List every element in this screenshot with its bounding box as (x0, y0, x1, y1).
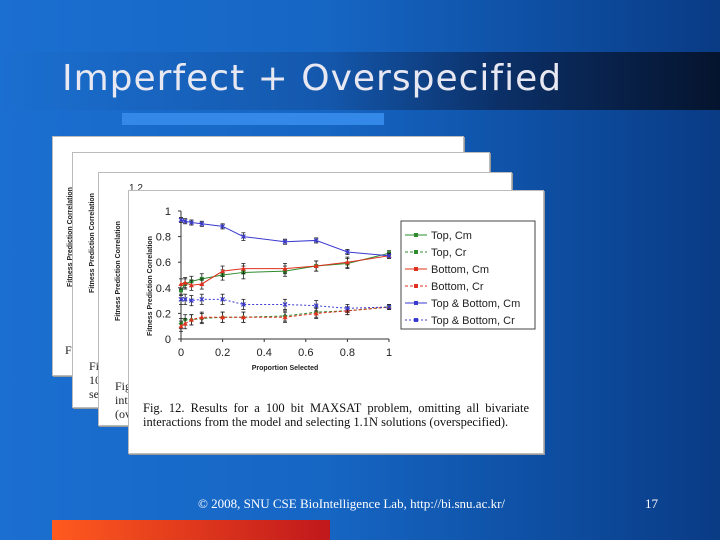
data-point (240, 234, 246, 240)
data-point (178, 323, 184, 329)
series-line (180, 219, 390, 257)
data-point (188, 282, 194, 288)
legend-label: Top & Bottom, Cr (431, 315, 515, 327)
data-point (344, 305, 350, 311)
legend-label: Top, Cm (431, 230, 472, 242)
data-point (240, 314, 246, 320)
slide-footer: © 2008, SNU CSE BioIntelligence Lab, htt… (198, 496, 506, 511)
legend-box (400, 220, 536, 330)
data-point (240, 302, 246, 307)
title-underline (122, 113, 384, 125)
legend-marker (414, 233, 418, 237)
card2-caption-fragment-1: Fi (89, 359, 100, 373)
y-tick-label: 0 (165, 334, 171, 346)
data-point (313, 310, 319, 316)
legend-label: Bottom, Cm (431, 264, 489, 276)
y-tick-label: 0.2 (156, 308, 171, 320)
data-point (313, 238, 319, 243)
chart: 0 0.2 0.4 0.6 0.8 1 0 0.2 0.4 0.6 0.8 1 Proportion S… (156, 206, 536, 372)
series-line (180, 255, 390, 286)
data-point (182, 218, 188, 224)
data-point (282, 239, 288, 245)
data-point (199, 221, 205, 227)
data-point (386, 253, 392, 259)
slide-title: Imperfect + Overspecified (62, 58, 563, 99)
x-tick-label: 0 (178, 347, 184, 359)
card3-ylabel: Fitness Prediction Correlation (115, 221, 122, 321)
data-point (182, 296, 188, 302)
title-band (0, 52, 720, 110)
data-point (188, 298, 194, 304)
series-line (180, 252, 390, 291)
x-tick-label: 0.8 (340, 347, 355, 359)
y-tick-label: 1 (165, 206, 171, 218)
card2-ylabel: Fitness Prediction Correlation (89, 193, 96, 293)
data-point (282, 314, 288, 320)
legend-marker (414, 301, 418, 305)
card2-caption-fragment-3: se (89, 387, 99, 401)
data-point (282, 266, 288, 271)
legend-label: Bottom, Cr (431, 281, 484, 293)
figure-caption: Fig. 12. Results for a 100 bit MAXSAT pr… (143, 401, 529, 429)
data-point (199, 281, 205, 286)
x-tick-label: 0.2 (215, 347, 230, 359)
data-point (240, 266, 246, 271)
legend-marker (414, 318, 418, 322)
data-point (178, 296, 184, 302)
series-line (180, 306, 390, 325)
figure-card-front: Fitness Prediction Correlation 0 0.2 0.4 0.… (128, 190, 544, 454)
data-point (344, 259, 350, 265)
data-point (178, 281, 184, 286)
data-point (344, 249, 350, 255)
legend-marker (414, 284, 418, 288)
accent-bar (52, 520, 330, 540)
y-tick-label: 0.4 (156, 283, 171, 295)
data-point (199, 296, 205, 302)
data-point (182, 280, 188, 285)
data-point (220, 314, 226, 320)
data-point (179, 288, 183, 293)
card3-tick-fragment: 1.2 (129, 183, 143, 194)
data-point (313, 303, 319, 309)
data-point (313, 263, 319, 269)
x-tick-label: 1 (386, 347, 392, 359)
x-tick-label: 0.4 (257, 347, 272, 359)
data-point (220, 268, 226, 274)
data-point (220, 296, 226, 302)
legend-label: Top, Cr (431, 247, 467, 259)
legend-label: Top & Bottom, Cm (431, 298, 520, 310)
data-point (188, 220, 194, 225)
data-point (199, 314, 205, 320)
legend-marker (414, 250, 418, 254)
card3-caption-fragment-1: Fig (115, 379, 132, 393)
x-axis-label: Proportion Selected (252, 365, 319, 372)
data-point (178, 217, 184, 223)
x-tick-label: 0.6 (298, 347, 313, 359)
data-point (386, 304, 392, 310)
card3-caption-fragment-2: int (115, 393, 128, 407)
data-point (188, 317, 194, 322)
y-tick-label: 0.8 (156, 232, 171, 244)
y-tick-label: 0.6 (156, 257, 171, 269)
data-point (282, 302, 288, 307)
card1-caption-fragment: Fi (65, 343, 76, 357)
series-line (181, 298, 390, 309)
data-point (220, 223, 226, 229)
data-point (182, 321, 188, 326)
page-number: 17 (645, 496, 658, 511)
card3-caption-fragment-3: (ov (115, 407, 131, 421)
legend-marker (414, 267, 418, 271)
